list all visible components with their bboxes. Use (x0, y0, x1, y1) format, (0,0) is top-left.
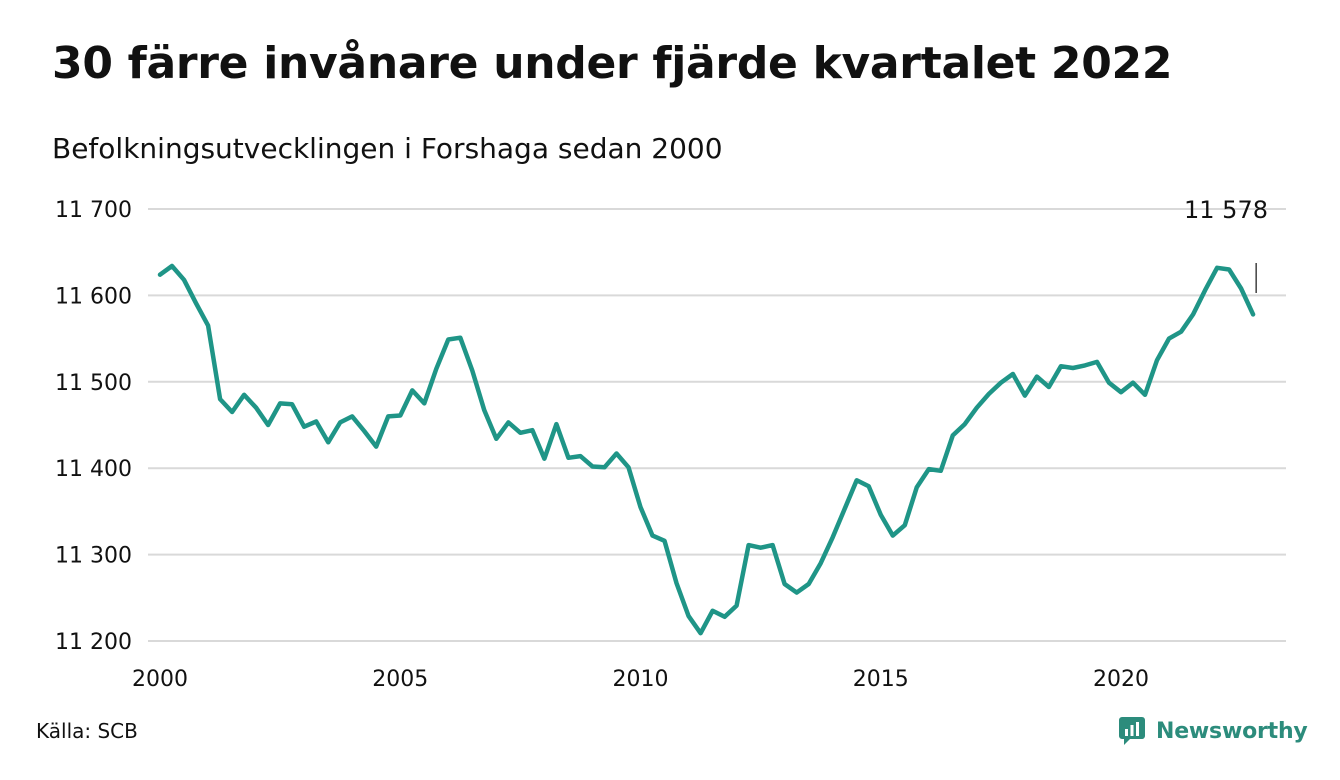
x-tick-label: 2015 (853, 667, 909, 692)
y-tick-label: 11 700 (55, 198, 132, 223)
brand-logo: Newsworthy (1118, 714, 1308, 748)
series-line (157, 263, 1256, 636)
last-value-label: 11 578 (1184, 196, 1268, 224)
y-tick-label: 11 600 (55, 284, 132, 309)
chart-subtitle: Befolkningsutvecklingen i Forshaga sedan… (52, 132, 723, 165)
y-tick-label: 11 200 (55, 630, 132, 655)
x-tick-label: 2005 (372, 667, 428, 692)
y-axis-tick-labels: 11 200 11 300 11 400 11 500 11 600 11 700 (55, 198, 132, 655)
last-value-annotation: 11 578 (1184, 196, 1268, 293)
x-axis-tick-labels: 2000 2005 2010 2015 2020 (132, 667, 1149, 692)
x-tick-label: 2010 (613, 667, 669, 692)
x-tick-label: 2020 (1093, 667, 1149, 692)
chart-title: 30 färre invånare under fjärde kvartalet… (52, 38, 1173, 89)
y-tick-label: 11 500 (55, 371, 132, 396)
brand-name: Newsworthy (1156, 718, 1308, 744)
y-tick-label: 11 300 (55, 544, 132, 569)
source-note: Källa: SCB (36, 719, 138, 743)
gridlines (148, 208, 1286, 642)
y-tick-label: 11 400 (55, 457, 132, 482)
population-series (157, 263, 1256, 636)
x-tick-label: 2000 (132, 667, 188, 692)
newsworthy-logo-icon (1119, 717, 1145, 745)
